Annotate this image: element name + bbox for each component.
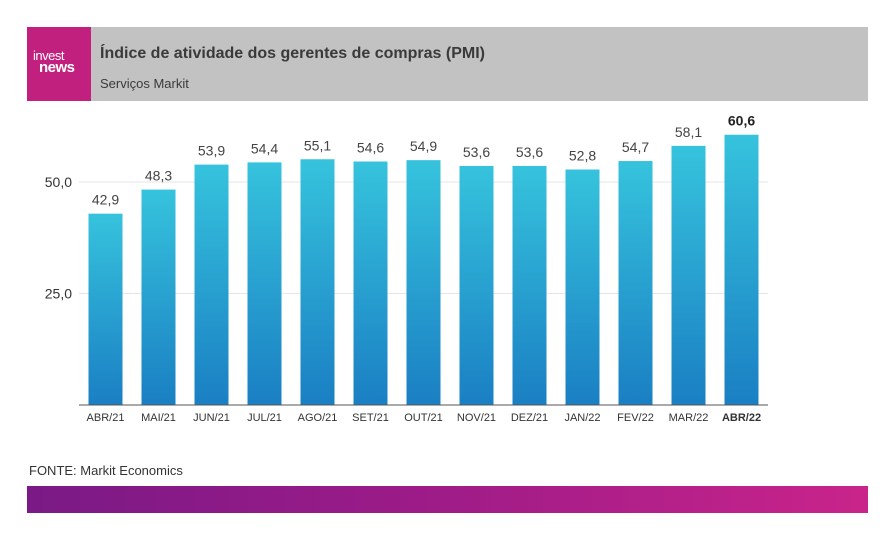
x-tick-label: NOV/21	[457, 412, 496, 424]
footer-bar	[27, 486, 868, 513]
bar	[618, 161, 653, 405]
bar	[300, 159, 335, 405]
x-tick-label: DEZ/21	[511, 412, 548, 424]
bar	[724, 134, 759, 405]
y-tick-label: 50,0	[45, 174, 72, 190]
bar	[88, 213, 123, 405]
data-label: 54,9	[410, 138, 437, 154]
bar	[247, 162, 282, 405]
data-label: 53,9	[198, 143, 225, 159]
x-tick-label: SET/21	[352, 412, 389, 424]
x-tick-label: OUT/21	[404, 412, 443, 424]
data-label: 60,6	[728, 113, 755, 129]
bar	[459, 165, 494, 405]
bar	[512, 165, 547, 405]
logo-text-news: news	[39, 59, 75, 76]
x-tick-label: JUN/21	[193, 412, 230, 424]
data-label: 54,7	[622, 139, 649, 155]
x-tick-label: FEV/22	[617, 412, 654, 424]
source-note: FONTE: Markit Economics	[29, 463, 183, 478]
x-tick-label: ABR/22	[722, 412, 761, 424]
data-label: 42,9	[92, 192, 119, 208]
investnews-logo: invest news	[27, 27, 91, 101]
data-label: 55,1	[304, 137, 331, 153]
chart-title: Índice de atividade dos gerentes de comp…	[100, 45, 485, 62]
bar	[406, 160, 441, 405]
chart-subtitle: Serviços Markit	[100, 76, 189, 91]
x-tick-label: ABR/21	[87, 412, 125, 424]
x-tick-label: MAR/22	[669, 412, 709, 424]
data-label: 58,1	[675, 124, 702, 140]
y-tick-label: 25,0	[45, 286, 72, 302]
bar	[141, 189, 176, 405]
bar	[565, 169, 600, 405]
data-label: 54,6	[357, 139, 384, 155]
x-tick-label: AGO/21	[298, 412, 338, 424]
data-label: 54,4	[251, 140, 278, 156]
bar	[353, 161, 388, 405]
x-tick-label: JAN/22	[564, 412, 600, 424]
x-tick-label: JUL/21	[247, 412, 282, 424]
data-label: 52,8	[569, 148, 596, 164]
x-tick-label: MAI/21	[141, 412, 176, 424]
data-label: 48,3	[145, 168, 172, 184]
bar	[671, 145, 706, 405]
logo-text-invest: invest	[33, 48, 64, 63]
data-label: 53,6	[516, 144, 543, 160]
chart-header: invest news Índice de atividade dos gere…	[27, 27, 868, 101]
bar	[194, 164, 229, 405]
data-label: 53,6	[463, 144, 490, 160]
